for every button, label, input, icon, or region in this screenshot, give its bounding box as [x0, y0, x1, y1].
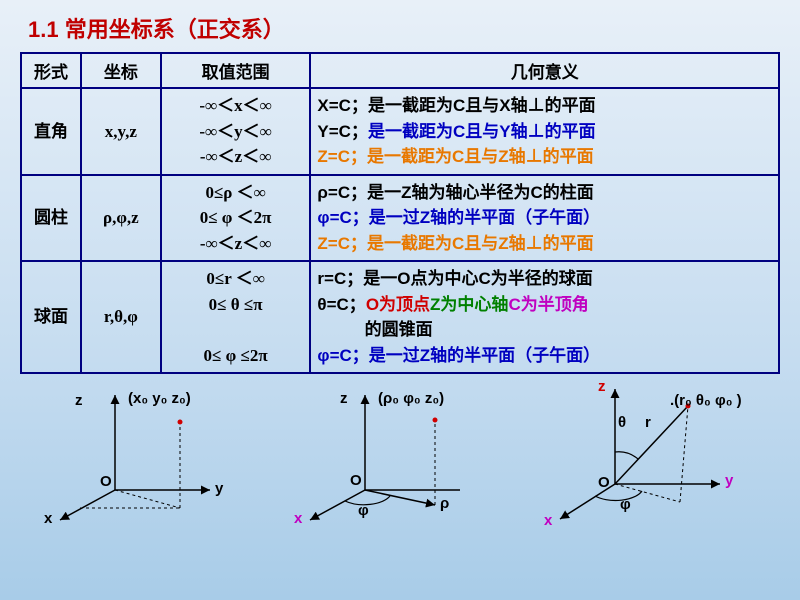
- point-label: (ρ₀ φ₀ z₀): [378, 390, 444, 407]
- cell-form: 球面: [21, 261, 81, 373]
- axis-z-label: z: [598, 378, 606, 395]
- table-row: 球面 r,θ,φ 0≤r ＜∞ 0≤ θ ≤π 0≤ φ ≤2π r=C；是一O…: [21, 261, 779, 373]
- cell-coord: x,y,z: [81, 88, 161, 175]
- cell-form: 直角: [21, 88, 81, 175]
- axis-y-label: y: [725, 472, 733, 489]
- cell-coord: ρ,φ,z: [81, 175, 161, 262]
- section-title: 1.1 常用坐标系（正交系）: [0, 0, 800, 44]
- axis-phi-label: φ: [358, 502, 369, 519]
- axis-rho-label: ρ: [440, 495, 449, 512]
- axis-x-label: x: [44, 510, 52, 527]
- origin-label: O: [100, 473, 112, 490]
- origin-label: O: [350, 472, 362, 489]
- axis-y-label: y: [215, 480, 223, 497]
- point-label: (x₀ y₀ z₀): [128, 390, 191, 407]
- axis-x-label: x: [544, 512, 552, 529]
- axis-r-label: r: [645, 414, 651, 431]
- cell-meaning: X=C；是一截距为C且与X轴⊥的平面Y=C；是一截距为C且与Y轴⊥的平面Z=C；…: [310, 88, 779, 175]
- cell-range: -∞＜x＜∞ -∞＜y＜∞ -∞＜z＜∞: [161, 88, 311, 175]
- axis-x-label: x: [294, 510, 302, 527]
- axis-theta-label: θ: [618, 414, 626, 431]
- coord-systems-table: 形式 坐标 取值范围 几何意义 直角 x,y,z -∞＜x＜∞ -∞＜y＜∞ -…: [20, 52, 780, 374]
- cell-range: 0≤r ＜∞ 0≤ θ ≤π 0≤ φ ≤2π: [161, 261, 311, 373]
- axis-z-label: z: [75, 392, 83, 409]
- diagrams-area: z x y O (x₀ y₀ z₀) z x ρ φ O (ρ₀ φ₀ z₀): [0, 380, 800, 550]
- table-row: 圆柱 ρ,φ,z 0≤ρ ＜∞ 0≤ φ ＜2π -∞＜z＜∞ ρ=C；是一Z轴…: [21, 175, 779, 262]
- cell-coord: r,θ,φ: [81, 261, 161, 373]
- cell-meaning: ρ=C；是一Z轴为轴心半径为C的柱面φ=C；是一过Z轴的半平面（子午面）Z=C；…: [310, 175, 779, 262]
- th-coord: 坐标: [81, 53, 161, 88]
- diagram-cylindrical: z x ρ φ O (ρ₀ φ₀ z₀): [270, 380, 500, 540]
- origin-label: O: [598, 474, 610, 491]
- cell-range: 0≤ρ ＜∞ 0≤ φ ＜2π -∞＜z＜∞: [161, 175, 311, 262]
- diagram-cartesian: z x y O (x₀ y₀ z₀): [20, 380, 250, 540]
- cell-meaning: r=C；是一O点为中心C为半径的球面θ=C；O为顶点Z为中心轴C为半顶角 的圆锥…: [310, 261, 779, 373]
- table-header-row: 形式 坐标 取值范围 几何意义: [21, 53, 779, 88]
- th-form: 形式: [21, 53, 81, 88]
- diagram-spherical: z x y r θ φ O .(r₀ θ₀ φ₀ ): [520, 374, 780, 539]
- axis-phi-label: φ: [620, 496, 631, 513]
- th-meaning: 几何意义: [310, 53, 779, 88]
- cell-form: 圆柱: [21, 175, 81, 262]
- table-row: 直角 x,y,z -∞＜x＜∞ -∞＜y＜∞ -∞＜z＜∞ X=C；是一截距为C…: [21, 88, 779, 175]
- axis-z-label: z: [340, 390, 348, 407]
- point-label: .(r₀ θ₀ φ₀ ): [670, 392, 742, 409]
- th-range: 取值范围: [161, 53, 311, 88]
